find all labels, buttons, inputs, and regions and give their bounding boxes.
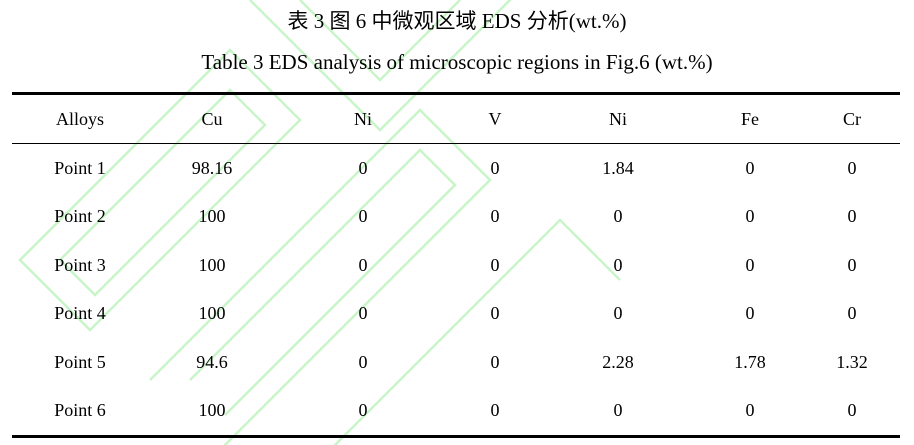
- table-cell: 0: [745, 206, 755, 227]
- table-row: Point 1 98.16 0 0 1.84 0 0: [12, 144, 900, 193]
- table-cell: 0: [358, 351, 368, 372]
- header-cell: Fe: [741, 108, 759, 129]
- table-title-chinese: 表 3 图 6 中微观区域 EDS 分析(wt.%): [287, 9, 627, 33]
- table-cell: 0: [490, 157, 500, 178]
- table-cell: 0: [745, 303, 755, 324]
- table-cell: 1.32: [836, 351, 868, 372]
- header-cell: Ni: [609, 108, 627, 129]
- table-cell: 0: [613, 303, 623, 324]
- table-row: Point 6 100 0 0 0 0 0: [12, 387, 900, 437]
- table-cell: 0: [847, 400, 857, 421]
- table-cell: 0: [745, 157, 755, 178]
- row-label: Point 3: [54, 254, 106, 275]
- table-cell: 0: [613, 254, 623, 275]
- table-cell: 0: [358, 206, 368, 227]
- table-cell: 0: [847, 254, 857, 275]
- table-cell: 0: [358, 254, 368, 275]
- table-cell: 100: [198, 254, 226, 275]
- table-cell: 0: [613, 400, 623, 421]
- table-cell: 100: [198, 303, 226, 324]
- table-cell: 1.84: [602, 157, 634, 178]
- header-cell: Cr: [843, 108, 861, 129]
- header-cell: V: [488, 108, 502, 129]
- table-cell: 0: [745, 254, 755, 275]
- table-cell: 0: [847, 303, 857, 324]
- table-cell: 98.16: [191, 157, 233, 178]
- table-cell: 0: [490, 303, 500, 324]
- table-cell: 0: [490, 206, 500, 227]
- table-cell: 0: [490, 400, 500, 421]
- table-cell: 0: [358, 303, 368, 324]
- table-cell: 0: [358, 157, 368, 178]
- row-label: Point 4: [54, 303, 106, 324]
- header-cell: Ni: [354, 108, 372, 129]
- table-cell: 0: [847, 157, 857, 178]
- table-cell: 100: [198, 206, 226, 227]
- table-row: Point 2 100 0 0 0 0 0: [12, 193, 900, 242]
- table-cell: 0: [847, 206, 857, 227]
- row-label: Point 2: [54, 206, 106, 227]
- table-cell: 0: [490, 254, 500, 275]
- header-cell: Alloys: [55, 108, 104, 129]
- header-row: Alloys Cu Ni V Ni Fe Cr: [12, 93, 900, 144]
- table-cell: 2.28: [602, 351, 634, 372]
- table-row: Point 5 94.6 0 0 2.28 1.78 1.32: [12, 338, 900, 387]
- table-cell: 100: [198, 400, 226, 421]
- table-row: Point 3 100 0 0 0 0 0: [12, 241, 900, 290]
- table-row: Point 4 100 0 0 0 0 0: [12, 290, 900, 339]
- row-label: Point 6: [54, 400, 106, 421]
- row-label: Point 1: [54, 157, 106, 178]
- table-cell: 1.78: [734, 351, 766, 372]
- table-cell: 0: [358, 400, 368, 421]
- table-cell: 0: [613, 206, 623, 227]
- table-cell: 0: [490, 351, 500, 372]
- row-label: Point 5: [54, 351, 106, 372]
- eds-table: Alloys Cu Ni V Ni Fe Cr Point 1 98.16 0 0 1.…: [12, 92, 900, 438]
- table-cell: 0: [745, 400, 755, 421]
- table-title-english: Table 3 EDS analysis of microscopic regi…: [201, 50, 713, 74]
- header-cell: Cu: [201, 108, 223, 129]
- table-cell: 94.6: [196, 351, 228, 372]
